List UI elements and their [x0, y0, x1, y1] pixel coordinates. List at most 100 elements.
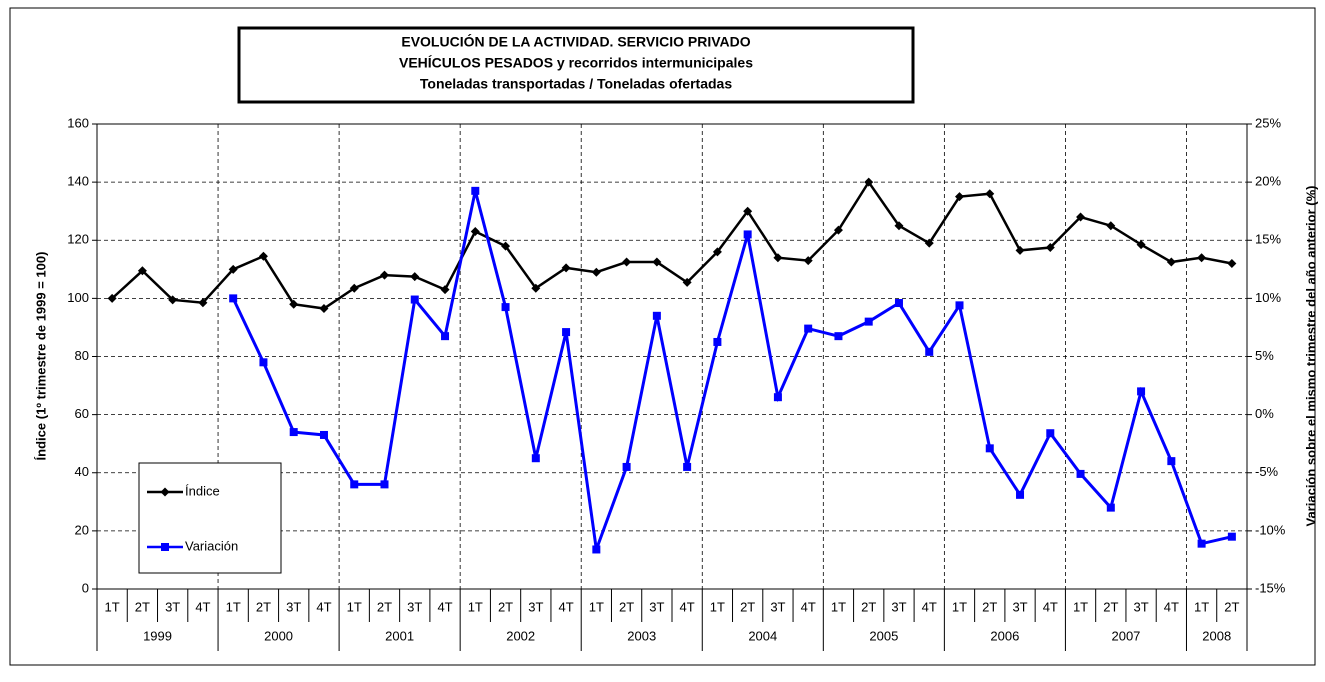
x-tick-label: 2T [982, 599, 997, 614]
year-label: 2001 [385, 628, 414, 643]
point [531, 283, 541, 293]
point [531, 454, 540, 463]
point [319, 304, 329, 314]
point [228, 264, 238, 274]
x-tick-label: 2T [498, 599, 513, 614]
point [955, 192, 964, 202]
year-label: 1999 [143, 628, 172, 643]
year-label: 2004 [748, 628, 777, 643]
year-label: 2003 [627, 628, 656, 643]
point [198, 298, 208, 308]
point [1045, 243, 1055, 253]
x-tick-label: 3T [649, 599, 664, 614]
point [1197, 253, 1207, 263]
y-tick-label: 0 [82, 580, 89, 595]
x-tick-label: 3T [407, 599, 422, 614]
year-label: 2006 [990, 628, 1019, 643]
point [773, 393, 782, 402]
y2-tick-label: 5% [1255, 348, 1274, 363]
point [168, 295, 178, 305]
legend-label: Variación [185, 538, 238, 553]
x-tick-label: 3T [286, 599, 301, 614]
year-label: 2000 [264, 628, 293, 643]
point [470, 227, 480, 237]
point [441, 332, 450, 341]
point [1046, 429, 1055, 438]
point [682, 277, 692, 287]
legend-marker [161, 543, 169, 551]
x-tick-label: 4T [922, 599, 937, 614]
point [712, 247, 722, 257]
y-tick-label: 120 [67, 232, 89, 247]
point [1227, 532, 1236, 541]
point [985, 444, 994, 453]
point [561, 263, 571, 273]
point [985, 189, 995, 199]
year-label: 2007 [1111, 628, 1140, 643]
y-tick-label: 80 [75, 348, 89, 363]
point [925, 347, 934, 356]
year-label: 2002 [506, 628, 535, 643]
point [1136, 240, 1146, 250]
x-tick-label: 2T [256, 599, 271, 614]
point [1197, 539, 1206, 548]
point [592, 545, 601, 554]
point [410, 272, 420, 282]
point [834, 332, 843, 341]
chart-border [9, 7, 1316, 666]
point [410, 295, 419, 304]
y-tick-label: 160 [67, 115, 89, 130]
x-tick-label: 2T [377, 599, 392, 614]
point [894, 299, 903, 308]
point [1227, 259, 1237, 268]
y2-tick-label: -5% [1255, 464, 1279, 479]
point [471, 186, 480, 195]
point [743, 230, 752, 239]
point [440, 285, 450, 295]
chart-title: Toneladas transportadas / Toneladas ofer… [420, 76, 732, 92]
year-label: 2005 [869, 628, 898, 643]
x-tick-label: 1T [1194, 599, 1209, 614]
point [591, 267, 601, 277]
y-axis-title: Índice (1º trimestre de 1999 = 100) [33, 252, 48, 461]
point [1015, 245, 1025, 255]
y2-tick-label: 25% [1255, 115, 1281, 130]
chart-title: EVOLUCIÓN DE LA ACTIVIDAD. SERVICIO PRIV… [401, 33, 750, 50]
point [1137, 387, 1146, 396]
year-label: 2008 [1202, 628, 1231, 643]
point [289, 428, 298, 437]
x-tick-label: 4T [558, 599, 573, 614]
series-line [231, 190, 1233, 550]
point [804, 324, 813, 333]
point [501, 241, 511, 251]
x-tick-label: 1T [347, 599, 362, 614]
point [107, 293, 117, 303]
point [1106, 503, 1115, 512]
x-tick-label: 3T [891, 599, 906, 614]
plot-frame [96, 123, 1248, 590]
chart-title: VEHÍCULOS PESADOS y recorridos intermuni… [399, 55, 753, 71]
x-tick-label: 2T [619, 599, 634, 614]
point [713, 337, 722, 346]
point [652, 311, 661, 320]
point [652, 257, 662, 267]
x-tick-label: 4T [195, 599, 210, 614]
series-line [111, 179, 1233, 310]
x-tick-label: 4T [437, 599, 452, 614]
y-tick-label: 20 [75, 522, 89, 537]
x-tick-label: 2T [135, 599, 150, 614]
x-tick-label: 1T [831, 599, 846, 614]
point [924, 238, 934, 248]
point [743, 206, 753, 216]
x-tick-label: 4T [801, 599, 816, 614]
point [1106, 221, 1116, 231]
point [562, 328, 571, 337]
y-tick-label: 140 [67, 174, 89, 189]
point [319, 430, 328, 439]
x-tick-label: 2T [1103, 599, 1118, 614]
legend-box [138, 462, 282, 574]
x-tick-label: 3T [165, 599, 180, 614]
x-tick-label: 1T [105, 599, 120, 614]
point [773, 253, 783, 263]
point [350, 480, 359, 489]
